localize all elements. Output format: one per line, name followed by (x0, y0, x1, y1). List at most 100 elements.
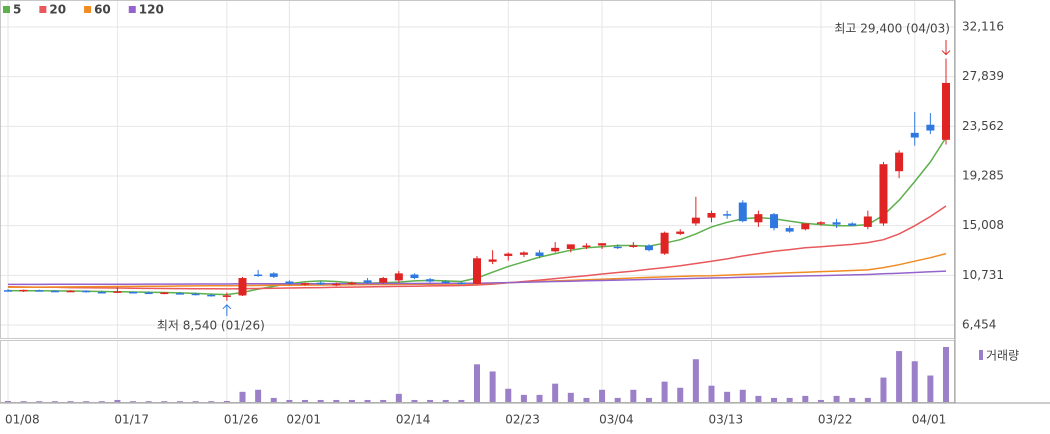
x-tick-label: 03/22 (818, 413, 853, 427)
candle-body (551, 247, 560, 252)
legend-swatch (39, 6, 47, 13)
legend-label: 5 (13, 3, 21, 17)
candle-body (723, 214, 732, 216)
volume-bar (208, 401, 215, 402)
volume-bar (630, 389, 637, 402)
candle-body (160, 292, 169, 295)
volume-bar (302, 399, 309, 402)
candle-body (473, 258, 481, 284)
volume-bar (36, 401, 43, 402)
legend-swatch (128, 6, 136, 13)
legend-label: 60 (94, 3, 111, 17)
candle-body (332, 283, 341, 286)
x-tick-label: 01/08 (5, 413, 40, 427)
volume-bar (239, 391, 246, 402)
x-tick-label: 04/01 (912, 413, 947, 427)
volume-bar (583, 397, 590, 402)
x-tick-label: 02/01 (286, 413, 321, 427)
volume-bar (427, 399, 434, 402)
candle-body (4, 290, 12, 292)
candle-body (519, 252, 528, 255)
candle-body (97, 291, 106, 294)
candle-body (82, 290, 91, 293)
candle-body (879, 164, 888, 224)
candle-body (191, 293, 200, 296)
candle-body (316, 282, 325, 285)
candle-body (254, 274, 263, 277)
candle-body (801, 223, 810, 230)
candle-body (676, 231, 685, 234)
candle-body (363, 280, 372, 283)
volume-bar (943, 347, 949, 402)
candle-body (754, 214, 763, 223)
candle-body (926, 124, 935, 131)
candle-body (488, 259, 497, 262)
candle-body (910, 132, 919, 138)
volume-bar (520, 394, 527, 402)
x-tick-label: 01/26 (224, 413, 259, 427)
volume-bar (270, 397, 277, 402)
volume-bar (645, 397, 652, 402)
volume-bar (411, 399, 418, 402)
candle-body (129, 291, 138, 294)
y-tick-label: 23,562 (962, 119, 1004, 133)
candle-body (785, 228, 794, 232)
candle-body (535, 252, 544, 256)
candle-body (770, 214, 779, 229)
volume-bar (130, 401, 137, 402)
volume-bar (599, 389, 606, 402)
volume-bar (458, 399, 465, 402)
volume-bar (255, 389, 262, 402)
volume-bar (739, 389, 746, 402)
low-annotation: 최저 8,540 (01/26) (157, 319, 265, 333)
candle-body (863, 216, 872, 227)
volume-bar (395, 393, 402, 402)
y-tick-label: 6,454 (962, 318, 996, 332)
candle-body (629, 245, 638, 248)
volume-bar (114, 399, 121, 402)
volume-bar (661, 381, 668, 402)
legend-label: 20 (49, 3, 66, 17)
high-annotation: 최고 29,400 (04/03) (834, 22, 950, 36)
candle-body (613, 246, 622, 249)
volume-bar (161, 401, 168, 402)
candle-body (832, 222, 841, 225)
candle-body (895, 152, 904, 172)
candle-body (285, 281, 294, 284)
candle-body (660, 232, 669, 254)
candle-body (441, 281, 450, 284)
volume-bar (192, 401, 199, 402)
candle-body (301, 283, 310, 285)
volume-bar (67, 401, 74, 402)
volume-bar (802, 395, 809, 402)
volume-legend-swatch (979, 350, 983, 360)
y-tick-label: 19,285 (962, 169, 1004, 183)
candle-body (598, 243, 607, 246)
volume-bar (145, 401, 152, 402)
volume-bar (786, 397, 793, 402)
candle-body (738, 202, 747, 222)
candle-body (707, 212, 716, 218)
x-tick-label: 02/14 (396, 413, 431, 427)
candle-body (175, 293, 184, 295)
volume-bar (849, 397, 856, 402)
candle-body (504, 253, 513, 256)
y-tick-label: 27,839 (962, 69, 1004, 83)
volume-bar (51, 401, 58, 402)
y-tick-label: 10,731 (962, 268, 1004, 282)
candle-body (144, 292, 153, 295)
candle-body (394, 273, 403, 281)
volume-bar (317, 399, 324, 402)
legend-swatch (84, 6, 92, 13)
volume-bar (896, 351, 903, 402)
volume-bar (380, 399, 387, 402)
y-tick-label: 15,008 (962, 218, 1004, 232)
volume-bar (474, 364, 480, 402)
volume-bar (442, 399, 449, 402)
candle-body (582, 245, 591, 248)
high-arrow (941, 40, 951, 56)
candle-body (410, 274, 419, 279)
volume-bar (692, 359, 699, 402)
candle-body (222, 295, 231, 297)
